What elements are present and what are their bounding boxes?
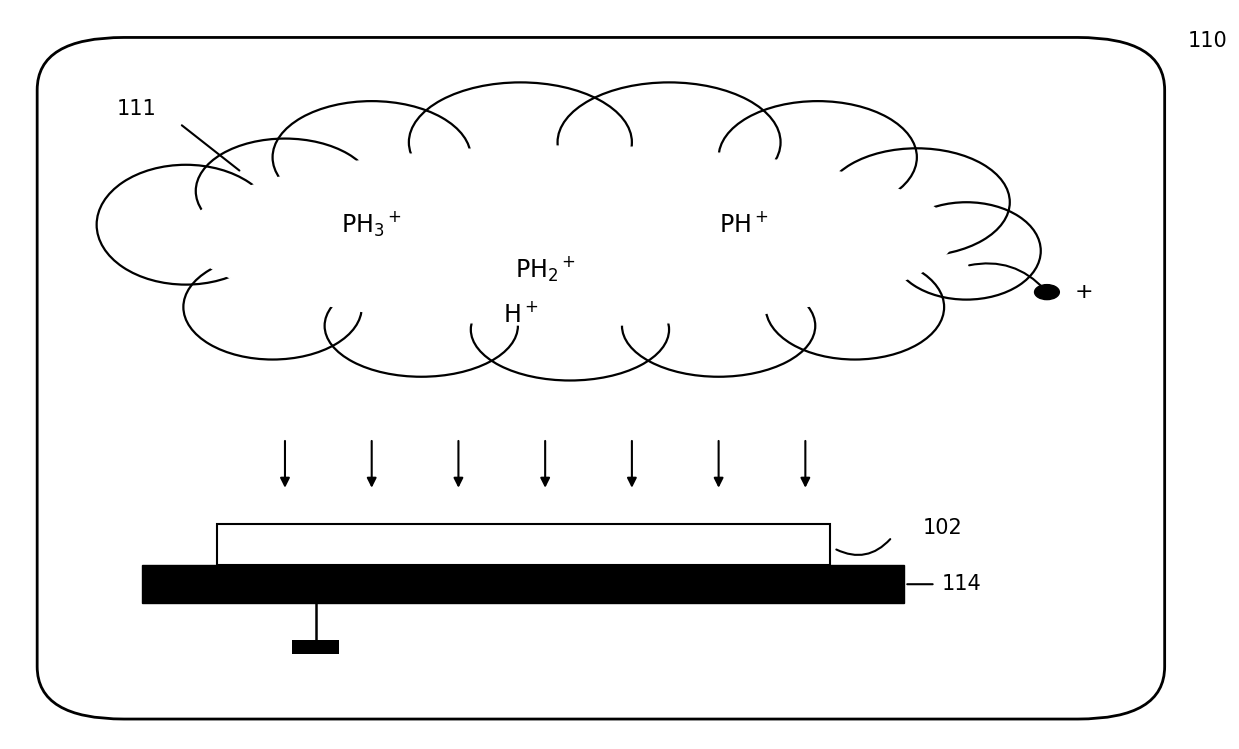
Text: PH$_3$$^+$: PH$_3$$^+$ (341, 210, 403, 239)
Ellipse shape (892, 202, 1041, 300)
Text: 114: 114 (942, 574, 981, 594)
Ellipse shape (273, 101, 471, 213)
Ellipse shape (824, 148, 1010, 256)
Text: 110: 110 (1188, 31, 1228, 51)
Ellipse shape (558, 82, 781, 202)
Ellipse shape (97, 165, 275, 285)
Text: 102: 102 (923, 518, 963, 538)
FancyBboxPatch shape (292, 640, 339, 654)
Text: H$^+$: H$^+$ (503, 302, 538, 327)
Text: 111: 111 (116, 99, 156, 118)
Circle shape (1035, 285, 1059, 300)
FancyBboxPatch shape (142, 565, 904, 603)
Ellipse shape (183, 255, 362, 360)
Ellipse shape (622, 275, 815, 377)
Ellipse shape (186, 146, 954, 326)
Ellipse shape (719, 101, 917, 213)
Ellipse shape (766, 255, 944, 360)
FancyBboxPatch shape (217, 524, 830, 565)
Ellipse shape (196, 139, 374, 243)
Ellipse shape (409, 82, 632, 202)
Text: PH$^+$: PH$^+$ (719, 212, 768, 237)
Ellipse shape (325, 275, 518, 377)
Text: +: + (1074, 282, 1094, 302)
Text: PH$_2$$^+$: PH$_2$$^+$ (514, 255, 576, 284)
Ellipse shape (471, 279, 669, 380)
FancyBboxPatch shape (37, 37, 1165, 719)
